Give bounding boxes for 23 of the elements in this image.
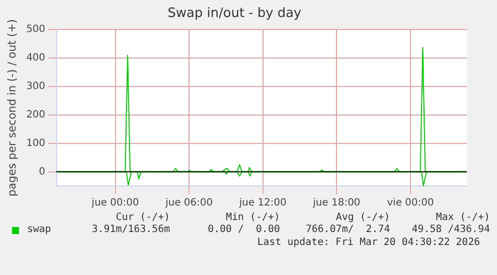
chart-title: Swap in/out - by day [168, 6, 302, 22]
text: Last update: Fri Mar 20 04:30:22 2026 [256, 237, 481, 248]
y-axis-title: pages per second in (-) / out (+) [5, 19, 18, 196]
y-tick-label: 400 [26, 52, 46, 64]
text: Cur (-/+) [114, 212, 170, 224]
legend-label: swap [27, 224, 52, 236]
x-tick-label: jue 06:00 [164, 198, 213, 209]
x-tick-label: vie 00:00 [387, 198, 434, 209]
y-tick-label: 300 [26, 81, 46, 92]
y-tick-label: 0 [38, 166, 46, 178]
text: Max (-/+) [434, 212, 490, 224]
y-tick-label: 500 [26, 24, 46, 36]
x-tick-label: jue 18:00 [312, 198, 360, 209]
x-tick-label: jue 12:00 [238, 198, 287, 209]
text: Min (-/+) [224, 212, 280, 224]
text: 0.00 / 0.00 [206, 224, 280, 236]
text: 3.91m/163.56m [90, 224, 170, 236]
y-tick-label: 100 [26, 138, 46, 149]
text: 766.07m/ 2.74 [304, 224, 390, 236]
text: Avg (-/+) [334, 212, 390, 224]
y-tick-label: 200 [26, 110, 46, 121]
text: 49.58 /436.94 [410, 224, 490, 236]
x-tick-label: jue 00:00 [90, 198, 139, 209]
